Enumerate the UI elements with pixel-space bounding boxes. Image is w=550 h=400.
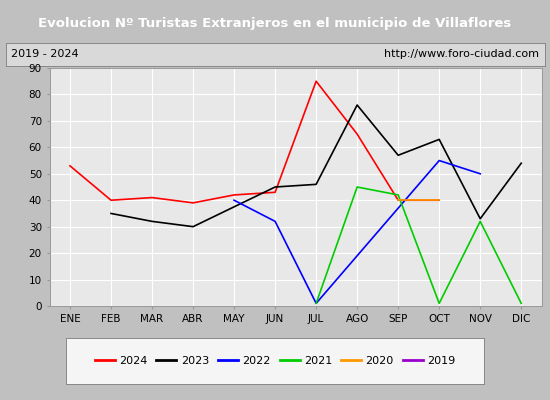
Text: http://www.foro-ciudad.com: http://www.foro-ciudad.com	[384, 49, 539, 59]
Legend: 2024, 2023, 2022, 2021, 2020, 2019: 2024, 2023, 2022, 2021, 2020, 2019	[90, 352, 460, 370]
Text: 2019 - 2024: 2019 - 2024	[11, 49, 79, 59]
Text: Evolucion Nº Turistas Extranjeros en el municipio de Villaflores: Evolucion Nº Turistas Extranjeros en el …	[39, 18, 512, 30]
